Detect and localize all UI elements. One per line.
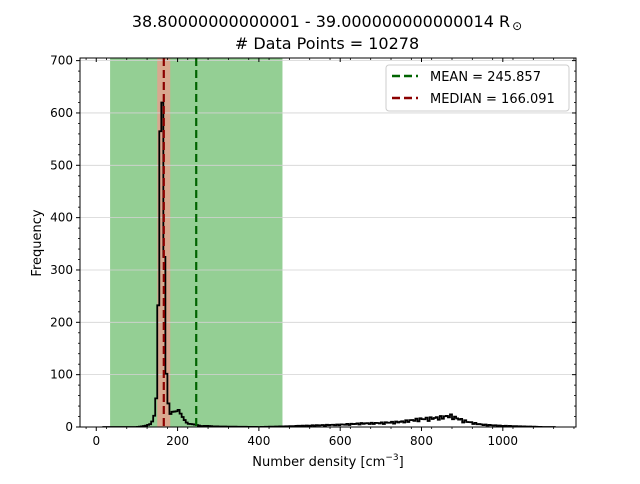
x-tick-label: 200 [166, 434, 189, 448]
y-tick-label: 300 [50, 263, 73, 277]
y-tick-label: 100 [50, 368, 73, 382]
chart-title-line1: 38.80000000000001 - 39.000000000000014 R… [132, 12, 522, 33]
x-tick-label: 1000 [488, 434, 519, 448]
x-tick-label: 0 [92, 434, 100, 448]
x-axis-label: Number density [cm−3] [252, 453, 403, 470]
legend-box [385, 64, 570, 112]
sun-symbol: ⊙ [512, 19, 522, 33]
y-tick-label: 500 [50, 158, 73, 172]
histogram-outline [102, 101, 556, 427]
y-tick-label: 200 [50, 315, 73, 329]
y-tick-label: 700 [50, 54, 73, 68]
x-tick-label: 600 [329, 434, 352, 448]
plot-frame [79, 57, 577, 428]
y-axis-label: Frequency [30, 209, 45, 276]
x-tick-label: 400 [247, 434, 270, 448]
legend: MEAN = 245.857 MEDIAN = 166.091 [385, 64, 570, 112]
x-tick-label: 800 [410, 434, 433, 448]
y-tick-label: 600 [50, 106, 73, 120]
chart-title-line2: # Data Points = 10278 [235, 34, 419, 53]
y-tick-label: 400 [50, 211, 73, 225]
legend-mean-label: MEAN = 245.857 [430, 70, 541, 85]
y-tick-label: 0 [65, 420, 73, 434]
legend-median-label: MEDIAN = 166.091 [430, 92, 555, 107]
